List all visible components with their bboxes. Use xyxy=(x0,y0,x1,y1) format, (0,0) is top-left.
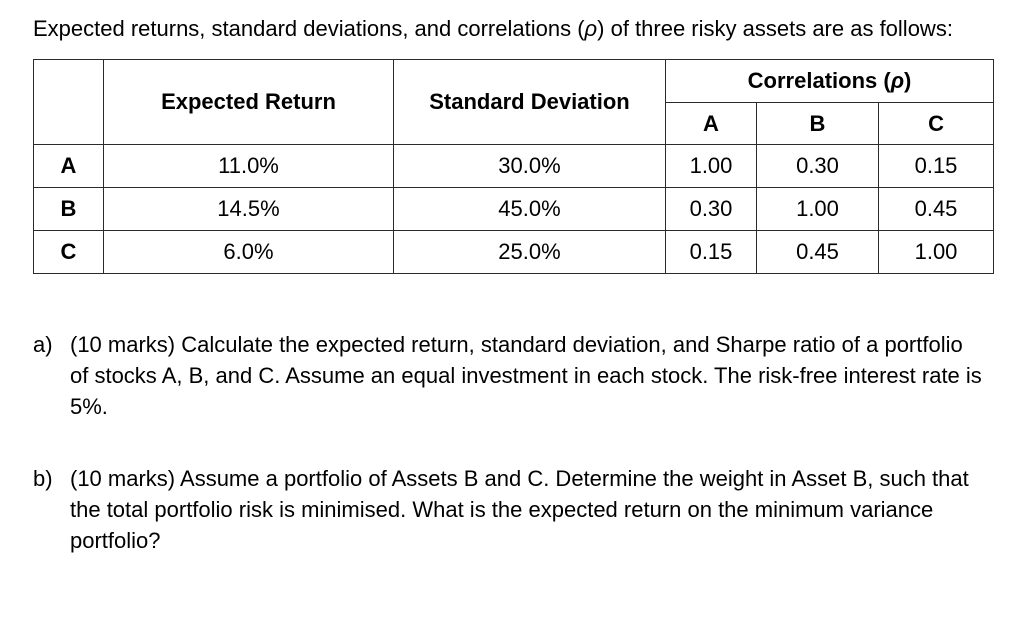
correlation-cell-c: 0.15 xyxy=(877,144,995,188)
assets-table: Expected Return Standard Deviation Corre… xyxy=(33,59,995,274)
expected-return-cell: 11.0% xyxy=(103,144,394,188)
asset-label-cell: B xyxy=(33,187,104,231)
correlation-cell-a: 1.00 xyxy=(665,144,757,188)
corr-subheader-b: B xyxy=(756,102,879,145)
correlations-text-before-rho: Correlations ( xyxy=(747,68,891,93)
question-text: (10 marks) Assume a portfolio of Assets … xyxy=(70,466,969,553)
table-row-asset-c: C 6.0% 25.0% 0.15 0.45 1.00 xyxy=(33,230,995,274)
intro-text-after-rho: ) of three risky assets are as follows: xyxy=(597,16,953,41)
header-standard-deviation: Standard Deviation xyxy=(393,59,666,145)
correlation-cell-c: 0.45 xyxy=(877,187,995,231)
document-page: Expected returns, standard deviations, a… xyxy=(33,13,998,556)
correlation-cell-b: 1.00 xyxy=(756,187,879,231)
question-text: (10 marks) Calculate the expected return… xyxy=(70,332,982,419)
correlation-cell-b: 0.30 xyxy=(756,144,879,188)
corr-subheader-c: C xyxy=(877,102,995,145)
intro-text-before-rho: Expected returns, standard deviations, a… xyxy=(33,16,585,41)
intro-text: Expected returns, standard deviations, a… xyxy=(33,13,998,44)
question-a: a) (10 marks) Calculate the expected ret… xyxy=(33,329,996,422)
rho-symbol: ρ xyxy=(890,68,905,93)
questions-section: a) (10 marks) Calculate the expected ret… xyxy=(33,329,996,556)
question-label: b) xyxy=(33,466,53,491)
corner-cell xyxy=(33,59,104,145)
correlation-cell-a: 0.15 xyxy=(665,230,757,274)
corr-subheader-a: A xyxy=(665,102,757,145)
table-header-row-sub: A B C xyxy=(34,102,995,145)
question-b: b) (10 marks) Assume a portfolio of Asse… xyxy=(33,463,996,556)
table-row-asset-b: B 14.5% 45.0% 0.30 1.00 0.45 xyxy=(33,187,995,231)
question-label: a) xyxy=(33,332,53,357)
correlation-cell-a: 0.30 xyxy=(665,187,757,231)
header-correlations: Correlations (ρ) xyxy=(664,59,995,103)
correlation-cell-b: 0.45 xyxy=(756,230,879,274)
standard-deviation-cell: 45.0% xyxy=(393,187,666,231)
standard-deviation-cell: 30.0% xyxy=(393,144,666,188)
correlations-text-after-rho: ) xyxy=(904,68,912,93)
rho-symbol: ρ xyxy=(584,16,598,41)
header-expected-return: Expected Return xyxy=(103,59,394,145)
correlation-cell-c: 1.00 xyxy=(877,230,995,274)
standard-deviation-cell: 25.0% xyxy=(393,230,666,274)
table-row-asset-a: A 11.0% 30.0% 1.00 0.30 0.15 xyxy=(33,144,995,188)
asset-label-cell: A xyxy=(33,144,104,188)
table-header-row-top: Expected Return Standard Deviation Corre… xyxy=(33,59,995,145)
asset-label-cell: C xyxy=(33,230,104,274)
expected-return-cell: 14.5% xyxy=(103,187,394,231)
expected-return-cell: 6.0% xyxy=(103,230,394,274)
